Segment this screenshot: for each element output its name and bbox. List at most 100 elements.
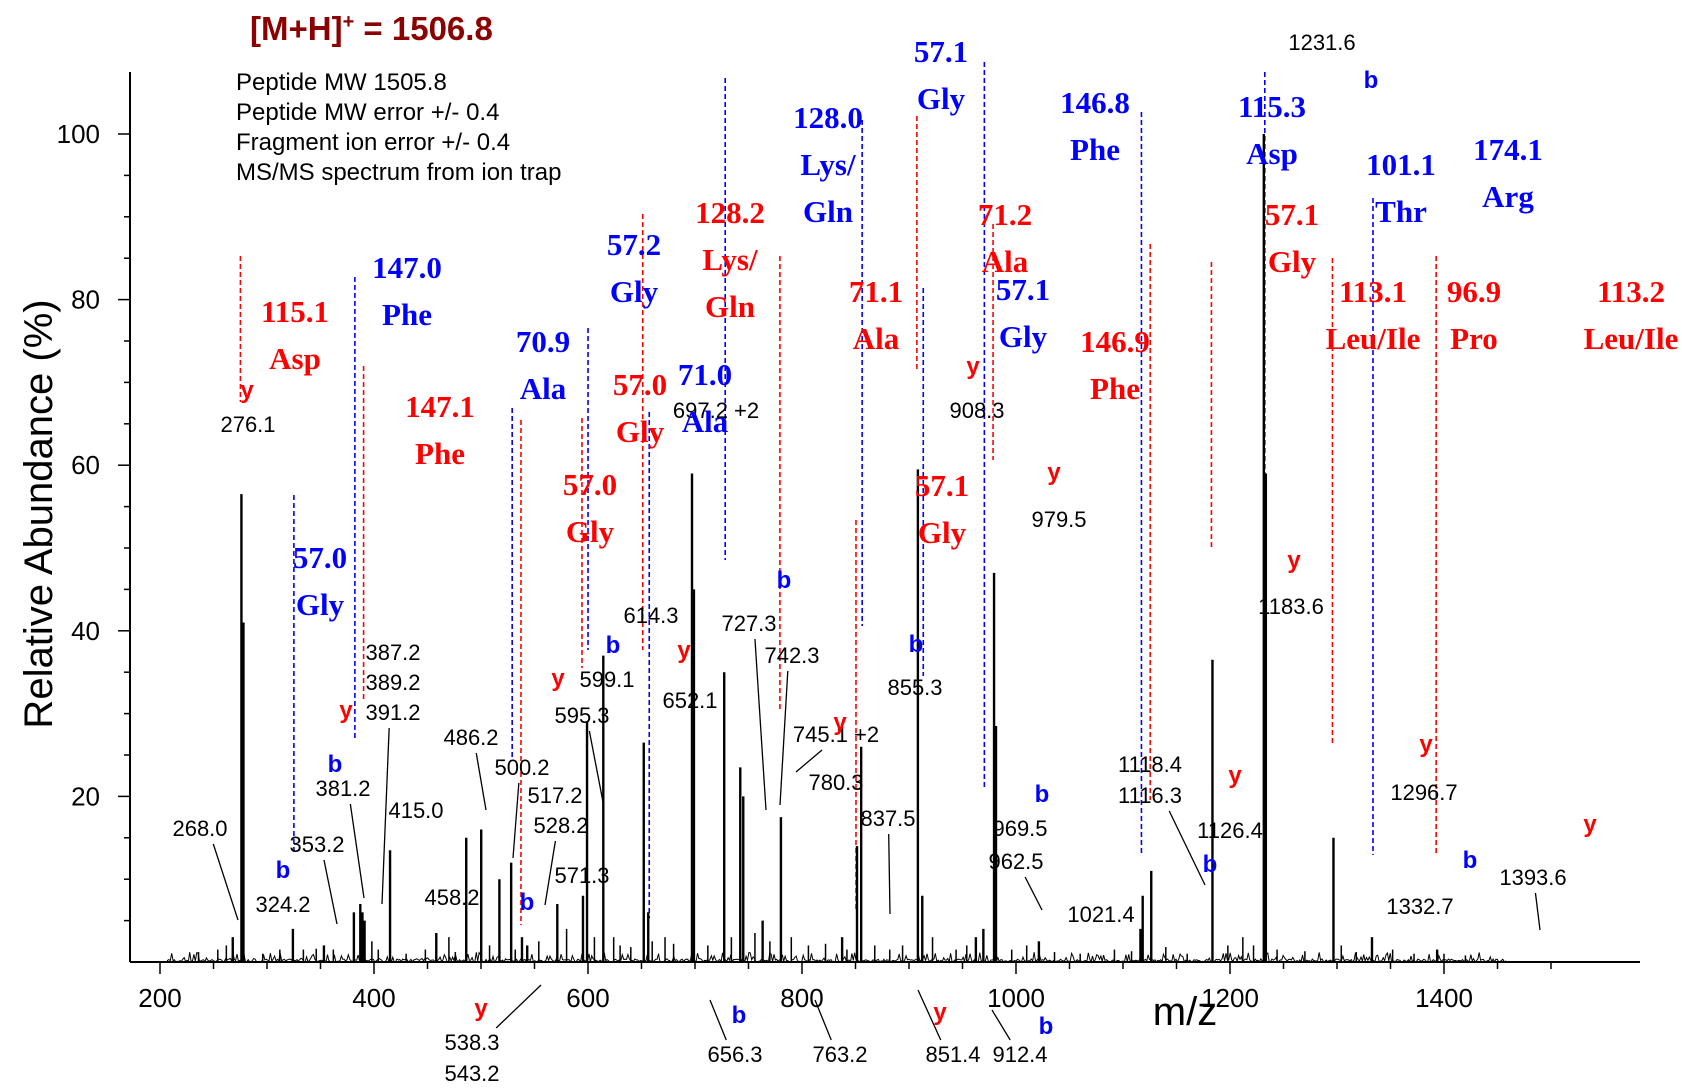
b-gap-label: 146.8: [1060, 85, 1130, 120]
peak-label-leader: [1024, 876, 1043, 911]
peak-label-leader: [1168, 810, 1206, 886]
peak-label-leader: [779, 670, 789, 806]
peak-label: 389.2: [365, 670, 420, 695]
info-line: MS/MS spectrum from ion trap: [236, 159, 561, 186]
ladder-labels-layer: bbbbbbbbbbbbyyyyyyyyyyyyy57.0Gly147.0Phe…: [240, 34, 1678, 1040]
y-gap-label: Phe: [1090, 371, 1140, 406]
b-ion-marker: b: [1039, 1013, 1054, 1040]
y-ion-marker: y: [551, 665, 565, 692]
peak-label: 851.4: [925, 1042, 980, 1067]
peak-label: 1118.4: [1118, 752, 1182, 777]
b-ion-marker: b: [777, 567, 792, 594]
y-ion-marker: y: [474, 995, 488, 1022]
y-gap-label: 115.1: [261, 294, 329, 329]
y-gap-label: Lys/: [702, 242, 758, 277]
x-tick-label: 1400: [1415, 983, 1473, 1013]
y-ion-marker: y: [966, 353, 980, 380]
b-gap-label: 57.0: [293, 540, 347, 575]
chart-title: [M+H]+ = 1506.8: [250, 10, 493, 47]
peak-label: 268.0: [172, 816, 227, 841]
y-gap-label: Leu/Ile: [1584, 321, 1679, 356]
peak-label: 528.2: [533, 813, 588, 838]
y-ion-marker: y: [1287, 547, 1301, 574]
b-gap-label: Phe: [1070, 132, 1120, 167]
b-ion-marker: b: [732, 1002, 747, 1029]
y-ion-marker: y: [677, 637, 691, 664]
peak-label: 387.2: [365, 640, 420, 665]
info-block: Peptide MW 1505.8 Peptide MW error +/- 0…: [236, 69, 561, 186]
peak-label: 727.3: [721, 611, 776, 636]
peak-label-leader: [323, 859, 338, 925]
y-gap-label: Ala: [853, 321, 900, 356]
b-gap-label: 174.1: [1473, 132, 1543, 167]
y-gap-label: 113.1: [1339, 274, 1407, 309]
peak-label: 1296.7: [1390, 780, 1457, 805]
peak-label: 656.3: [707, 1042, 762, 1067]
axes-layer: 200 400 600 800 1000 1200 1400 20 40 60 80 100: [57, 72, 1640, 1013]
peak-label-leader: [495, 984, 542, 1029]
peak-label-leader: [512, 782, 520, 859]
peak-label: 837.5: [860, 806, 915, 831]
y-gap-label: 113.2: [1597, 274, 1665, 309]
b-gap-label: Thr: [1375, 194, 1427, 229]
y-gap-label: Asp: [269, 341, 321, 376]
y-gap-label: Ala: [982, 244, 1029, 279]
y-gap-label: Phe: [415, 436, 465, 471]
y-axis-label: Relative Abundance (%): [17, 299, 61, 728]
peak-label: 763.2: [812, 1042, 867, 1067]
y-ion-marker: y: [1583, 811, 1597, 838]
peak-label-leader: [814, 999, 832, 1041]
peak-label-leader: [212, 843, 239, 921]
y-ion-marker: y: [1419, 731, 1433, 758]
b-gap-label: Gly: [999, 319, 1048, 354]
peak-label: 353.2: [289, 832, 344, 857]
peak-label: 1021.4: [1067, 902, 1134, 927]
x-tick-label: 800: [780, 983, 823, 1013]
y-gap-label: 57.1: [1265, 197, 1319, 232]
x-tick-label: 400: [352, 983, 395, 1013]
peak-label-leader: [917, 989, 942, 1041]
y-gap-label: 57.0: [613, 367, 667, 402]
peak-label: 1126.4: [1197, 818, 1263, 843]
peak-label: 517.2: [527, 783, 582, 808]
info-line: Fragment ion error +/- 0.4: [236, 129, 510, 156]
b-ion-marker: b: [606, 632, 621, 659]
spectrum-layer: [166, 134, 1508, 964]
y-gap-label: 96.9: [1447, 274, 1501, 309]
y-ion-marker: y: [339, 697, 353, 724]
peak-label: 652.1: [662, 688, 717, 713]
peak-label-leader: [754, 638, 767, 811]
y-gap-label: Gly: [918, 515, 967, 550]
x-axis-label: m/z: [1153, 990, 1217, 1034]
y-ion-marker: y: [933, 999, 947, 1026]
b-ion-marker: b: [1463, 847, 1478, 874]
peak-label-leader: [888, 833, 891, 915]
y-gap-label: Gly: [616, 414, 665, 449]
peak-label: 1332.7: [1386, 894, 1453, 919]
baseline-noise: [166, 951, 1508, 964]
b-ion-marker: b: [328, 751, 343, 778]
y-ion-marker: y: [1047, 459, 1061, 486]
peak-label-leader: [381, 727, 390, 905]
peak-label: 538.3: [444, 1030, 499, 1055]
b-ion-marker: b: [909, 631, 924, 658]
peak-label-leader: [475, 752, 487, 811]
b-gap-label: Gln: [803, 194, 853, 229]
y-gap-label: 71.1: [849, 274, 903, 309]
peak-label: 1116.3: [1118, 783, 1182, 808]
b-gap-label: 57.2: [607, 227, 661, 262]
b-gap-label: Asp: [1246, 136, 1298, 171]
peak-label: 855.3: [887, 675, 942, 700]
peak-label: 1393.6: [1499, 865, 1566, 890]
peak-label-leader: [991, 1009, 1011, 1041]
y-gap-label: 57.1: [915, 468, 969, 503]
peak-label: 599.1: [579, 667, 634, 692]
y-ion-marker: y: [1228, 762, 1242, 789]
peak-label: 415.0: [388, 798, 443, 823]
b-gap-label: 71.0: [678, 357, 732, 392]
peak-label: 780.3: [808, 770, 863, 795]
b-ion-marker: b: [520, 889, 535, 916]
peak-label: 276.1: [220, 412, 275, 437]
b-gap-label: 101.1: [1366, 147, 1436, 182]
b-gap-label: Lys/: [800, 147, 856, 182]
